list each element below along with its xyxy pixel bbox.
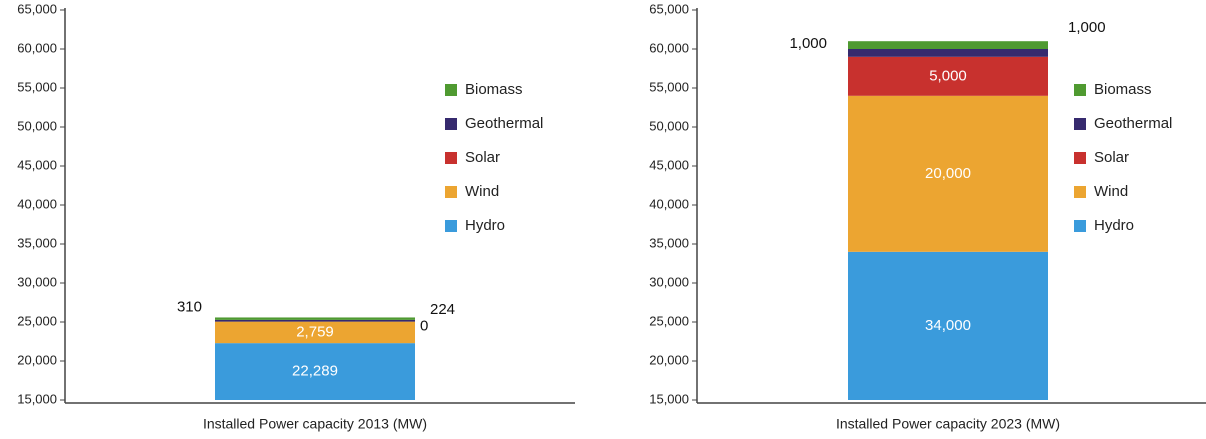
y-tick-label: 45,000 [17, 157, 57, 172]
y-tick-label: 55,000 [649, 79, 689, 94]
y-tick-label: 15,000 [649, 391, 689, 406]
legend-swatch [1074, 84, 1086, 96]
legend-label: Geothermal [465, 115, 543, 132]
y-tick-label: 65,000 [649, 1, 689, 16]
legend-label: Biomass [1094, 81, 1152, 98]
bar-segment [215, 343, 415, 400]
x-category-label: Installed Power capacity 2023 (MW) [836, 416, 1060, 432]
bar-segment [848, 95, 1048, 252]
legend-swatch [445, 186, 457, 198]
y-tick-label: 50,000 [649, 118, 689, 133]
legend-label: Hydro [465, 217, 505, 234]
legend-label: Solar [1094, 149, 1129, 166]
data-label: 310 [177, 298, 202, 315]
legend-swatch [1074, 220, 1086, 232]
y-tick-label: 15,000 [17, 391, 57, 406]
legend-swatch [1074, 118, 1086, 130]
data-label: 1,000 [1068, 19, 1106, 36]
legend-label: Solar [465, 149, 500, 166]
bar-segment [848, 251, 1048, 400]
bar-segment [848, 56, 1048, 96]
legend-swatch [1074, 186, 1086, 198]
legend-swatch [445, 118, 457, 130]
data-label: 0 [420, 318, 428, 335]
data-label: 224 [430, 301, 455, 318]
y-tick-label: 25,000 [17, 313, 57, 328]
data-label: 1,000 [789, 35, 827, 52]
data-label: 20,000 [925, 165, 971, 182]
legend-label: Wind [465, 183, 499, 200]
legend-label: Hydro [1094, 217, 1134, 234]
y-tick-label: 35,000 [17, 235, 57, 250]
legend-label: Geothermal [1094, 115, 1172, 132]
legend-swatch [445, 84, 457, 96]
legend-label: Wind [1094, 183, 1128, 200]
bar-segment [848, 49, 1048, 57]
y-tick-label: 35,000 [649, 235, 689, 250]
y-tick-label: 30,000 [649, 274, 689, 289]
bar-segment [215, 321, 415, 344]
y-tick-label: 65,000 [17, 1, 57, 16]
bar-segment [848, 41, 1048, 49]
y-tick-label: 40,000 [17, 196, 57, 211]
y-tick-label: 25,000 [649, 313, 689, 328]
y-tick-label: 55,000 [17, 79, 57, 94]
data-label: 2,759 [296, 323, 334, 340]
y-tick-label: 20,000 [649, 352, 689, 367]
data-label: 22,289 [292, 363, 338, 380]
y-tick-label: 45,000 [649, 157, 689, 172]
legend-swatch [445, 220, 457, 232]
legend-label: Biomass [465, 81, 523, 98]
y-tick-label: 30,000 [17, 274, 57, 289]
bar-segment [215, 319, 415, 322]
y-tick-label: 50,000 [17, 118, 57, 133]
data-label: 34,000 [925, 317, 971, 334]
bar-segment [215, 317, 415, 320]
y-tick-label: 60,000 [17, 40, 57, 55]
y-tick-label: 60,000 [649, 40, 689, 55]
legend-swatch [445, 152, 457, 164]
y-tick-label: 20,000 [17, 352, 57, 367]
x-category-label: Installed Power capacity 2013 (MW) [203, 416, 427, 432]
legend-swatch [1074, 152, 1086, 164]
y-tick-label: 40,000 [649, 196, 689, 211]
data-label: 5,000 [929, 67, 967, 84]
